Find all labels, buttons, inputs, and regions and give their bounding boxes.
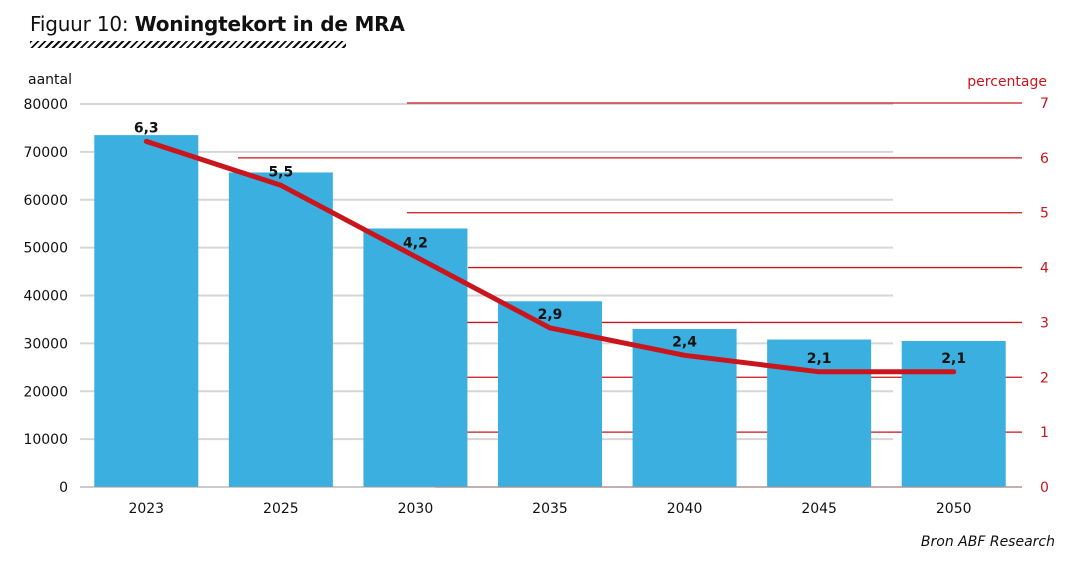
y-tick-left: 80000 bbox=[23, 97, 68, 113]
y-tick-right: 5 bbox=[1040, 206, 1049, 222]
y-tick-left: 20000 bbox=[23, 384, 68, 400]
bar bbox=[363, 228, 468, 487]
bar bbox=[632, 329, 737, 487]
y-tick-right: 1 bbox=[1040, 425, 1049, 441]
x-tick-label: 2030 bbox=[398, 501, 434, 517]
bar bbox=[498, 301, 602, 487]
bar bbox=[94, 135, 199, 487]
bars bbox=[94, 135, 1006, 487]
x-tick-label: 2045 bbox=[801, 501, 837, 517]
x-tick-label: 2050 bbox=[936, 501, 972, 517]
y-axis-label-left: aantal bbox=[28, 72, 72, 88]
bar bbox=[767, 339, 872, 487]
data-label: 4,2 bbox=[403, 236, 428, 252]
data-label: 6,3 bbox=[134, 120, 159, 136]
x-tick-label: 2025 bbox=[263, 501, 299, 517]
y-tick-left: 60000 bbox=[23, 193, 68, 209]
source-note: Bron ABF Research bbox=[920, 534, 1055, 550]
data-label: 2,9 bbox=[538, 307, 563, 323]
y-tick-right: 7 bbox=[1040, 96, 1049, 112]
y-tick-right: 0 bbox=[1040, 480, 1049, 496]
x-tick-label: 2035 bbox=[532, 501, 568, 517]
y-tick-left: 50000 bbox=[23, 241, 68, 257]
data-label: 2,1 bbox=[941, 351, 966, 367]
figure-title: Woningtekort in de MRA bbox=[134, 12, 405, 36]
y-tick-right: 3 bbox=[1040, 315, 1049, 331]
x-tick-label: 2023 bbox=[128, 501, 164, 517]
axes: 0 10000 20000 30000 40000 50000 60000 70000 8000… bbox=[23, 96, 1049, 517]
chart-title: Figuur 10: Woningtekort in de MRA bbox=[30, 12, 405, 36]
title-underline bbox=[30, 41, 346, 48]
data-label: 2,1 bbox=[807, 351, 832, 367]
y-axis-label-right: percentage bbox=[967, 74, 1047, 90]
y-tick-left: 30000 bbox=[23, 336, 68, 352]
y-tick-right: 4 bbox=[1040, 261, 1049, 277]
figure-number: Figuur 10: bbox=[30, 12, 129, 36]
y-tick-right: 2 bbox=[1040, 370, 1049, 386]
data-label: 2,4 bbox=[672, 334, 697, 350]
y-tick-left: 10000 bbox=[23, 432, 68, 448]
data-label: 5,5 bbox=[268, 164, 293, 180]
y-tick-left: 0 bbox=[59, 480, 68, 496]
y-tick-left: 40000 bbox=[23, 289, 68, 305]
percentage-line bbox=[143, 138, 957, 375]
percentage-line-layer: 6,3 5,5 4,2 2,9 2,4 2,1 2,1 bbox=[134, 120, 966, 375]
y-tick-left: 70000 bbox=[23, 145, 68, 161]
bar bbox=[228, 172, 333, 487]
y-tick-right: 6 bbox=[1040, 151, 1049, 167]
x-tick-label: 2040 bbox=[667, 501, 703, 517]
bar bbox=[901, 340, 1006, 487]
